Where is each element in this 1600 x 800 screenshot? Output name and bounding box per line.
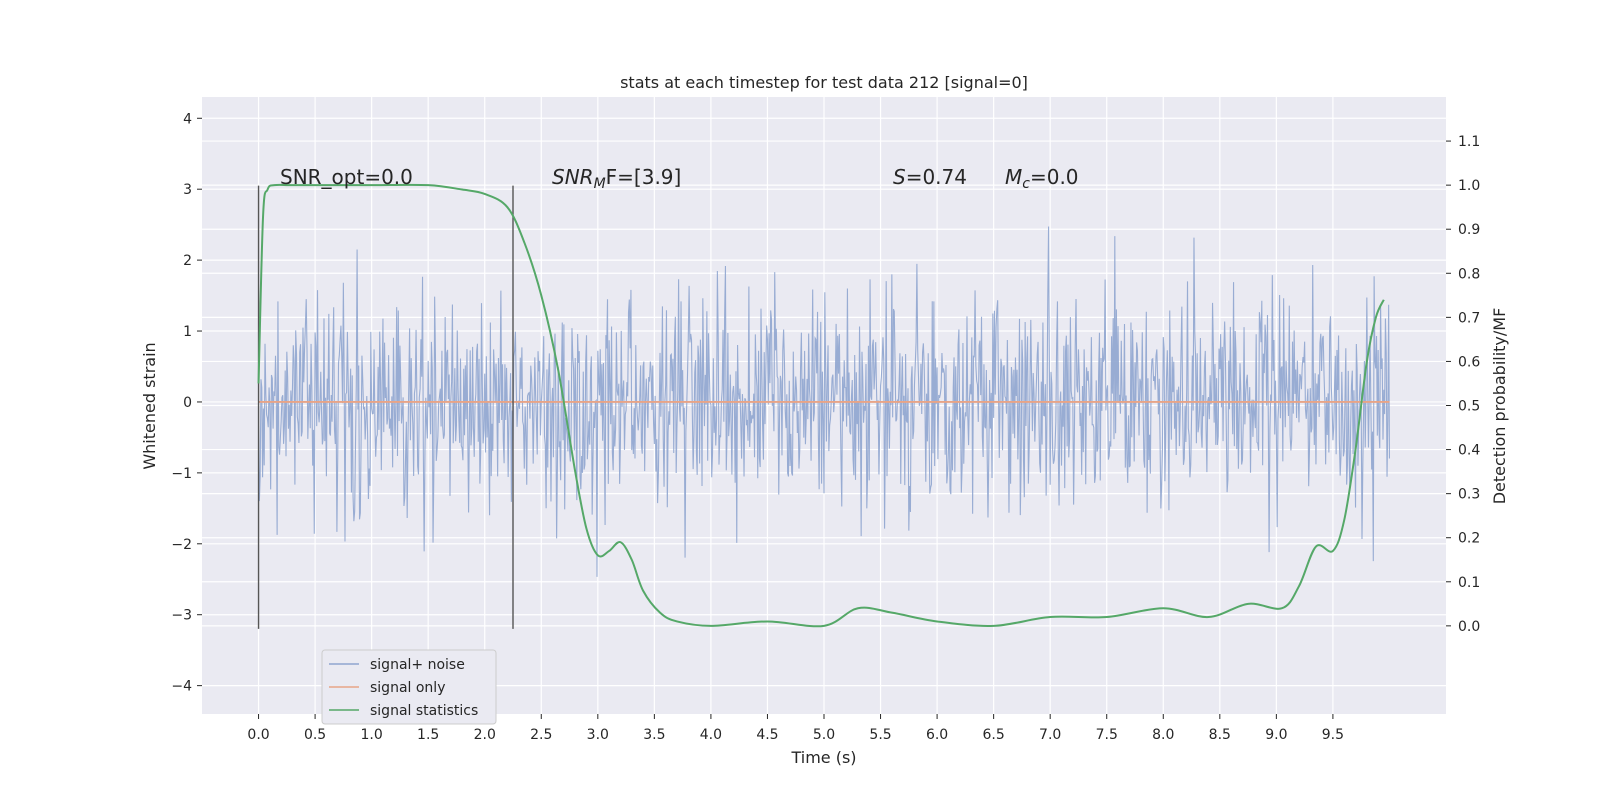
y-tick-label: 3 [183, 182, 192, 198]
x-tick-label: 8.0 [1152, 727, 1174, 743]
y2-tick-label: 0.1 [1458, 575, 1480, 591]
y-tick-label: −2 [171, 537, 192, 553]
x-tick-label: 5.0 [813, 727, 835, 743]
y2-tick-label: 0.9 [1458, 222, 1480, 238]
legend-label-signal-only: signal only [370, 680, 445, 696]
annotation-s: S=0.74 [893, 165, 967, 189]
annotation-mc-value: =0.0 [1030, 165, 1079, 189]
annotation-snr-mf: SNRMF=[3.9] [552, 165, 681, 192]
y2-tick-label: 0.3 [1458, 487, 1480, 503]
y2-tick-label: 1.1 [1458, 134, 1480, 150]
y2-axis-label: Detection probability/MF [1490, 308, 1509, 505]
x-tick-label: 6.5 [983, 727, 1005, 743]
y2-tick-label: 0.2 [1458, 531, 1480, 547]
y-tick-label: 1 [183, 324, 192, 340]
y-tick-label: −3 [171, 608, 192, 624]
x-ticks: 0.0 0.5 1.0 1.5 2.0 2.5 3.0 3.5 4.0 4.5 5.0 5.5 6.0 6… [247, 714, 1344, 743]
x-tick-label: 4.5 [756, 727, 778, 743]
chart-title: stats at each timestep for test data 212… [620, 73, 1028, 92]
y2-tick-label: 1.0 [1458, 178, 1480, 194]
x-tick-label: 9.5 [1322, 727, 1344, 743]
y2-tick-label: 0.7 [1458, 310, 1480, 326]
x-tick-label: 5.5 [869, 727, 891, 743]
annotation-snr-mf-label: SNR [552, 165, 594, 189]
annotation-snr-mf-suffix: F=[3.9] [606, 165, 682, 189]
x-tick-label: 3.5 [643, 727, 665, 743]
y2-ticks: 0.0 0.1 0.2 0.3 0.4 0.5 0.6 0.7 0.8 0.9 1.0 1.1 [1446, 134, 1480, 635]
x-tick-label: 8.5 [1209, 727, 1231, 743]
x-tick-label: 4.0 [700, 727, 722, 743]
y-tick-label: −1 [171, 466, 192, 482]
x-tick-label: 2.5 [530, 727, 552, 743]
x-tick-label: 0.5 [304, 727, 326, 743]
annotation-mc-sub: c [1022, 176, 1030, 192]
annotation-s-value: =0.74 [906, 165, 967, 189]
annotation-mc: Mc=0.0 [1005, 165, 1079, 192]
x-tick-label: 6.0 [926, 727, 948, 743]
x-tick-label: 3.0 [587, 727, 609, 743]
legend-box [321, 649, 497, 725]
legend: signal+ noise signal only signal statist… [321, 649, 497, 725]
x-tick-label: 1.0 [361, 727, 383, 743]
lines-layer [257, 183, 1390, 629]
annotation-mc-label: M [1005, 165, 1022, 189]
legend-label-signal-statistics: signal statistics [370, 703, 478, 719]
y2-tick-label: 0.6 [1458, 354, 1480, 370]
annotation-s-label: S [893, 165, 906, 189]
signal-statistics-line [257, 183, 1385, 628]
y-tick-label: −4 [171, 679, 192, 695]
x-tick-label: 7.0 [1039, 727, 1061, 743]
annotation-snr-opt: SNR_opt=0.0 [280, 165, 413, 189]
x-axis-label: Time (s) [790, 748, 856, 767]
y2-tick-label: 0.5 [1458, 399, 1480, 415]
y-axis-label: Whitened strain [140, 342, 159, 469]
grid [202, 97, 1446, 714]
y-ticks: −4 −3 −2 −1 0 1 2 3 4 [171, 111, 202, 695]
x-tick-label: 9.0 [1265, 727, 1287, 743]
y-tick-label: 4 [183, 111, 192, 127]
y2-tick-label: 0.0 [1458, 619, 1480, 635]
x-tick-label: 1.5 [417, 727, 439, 743]
legend-label-signal-noise: signal+ noise [370, 657, 465, 673]
annotation-snr-mf-sub: M [594, 176, 606, 192]
x-tick-label: 2.0 [474, 727, 496, 743]
x-tick-label: 0.0 [247, 727, 269, 743]
y2-tick-label: 0.4 [1458, 443, 1480, 459]
y-tick-label: 2 [183, 253, 192, 269]
x-tick-label: 7.5 [1096, 727, 1118, 743]
y2-tick-label: 0.8 [1458, 266, 1480, 282]
y-tick-label: 0 [183, 395, 192, 411]
